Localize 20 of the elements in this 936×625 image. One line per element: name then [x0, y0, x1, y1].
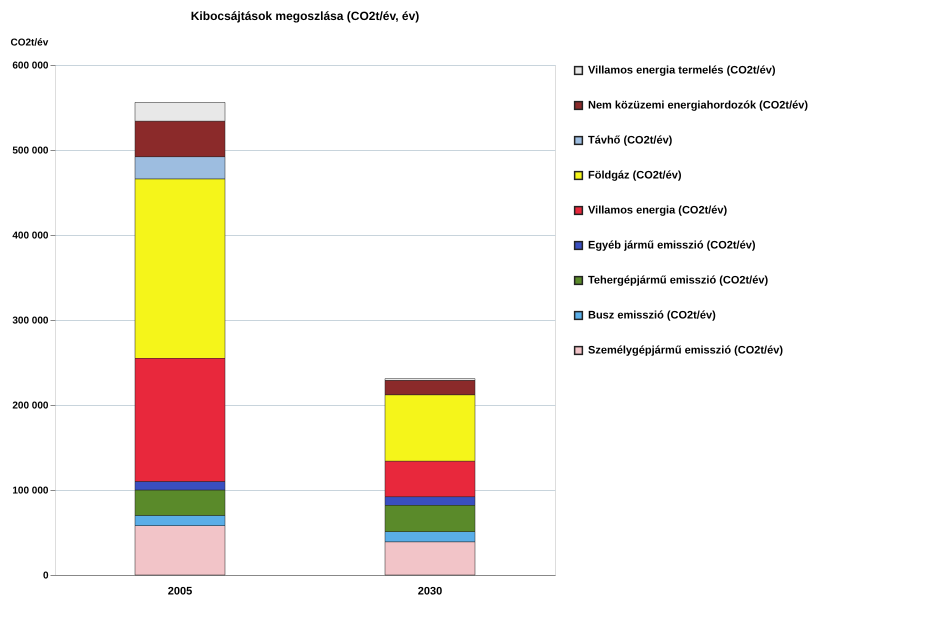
chart-title: Kibocsájtások megoszlása (CO2t/év, év) [190, 9, 420, 23]
y-tick-label: 600 000 [12, 60, 49, 72]
legend-label: Tehergépjármű emisszió (CO2t/év) [588, 274, 768, 286]
legend-label: Villamos energia termelés (CO2t/év) [588, 64, 776, 76]
legend-label: Személygépjármű emisszió (CO2t/év) [588, 344, 784, 356]
y-tick-label: 0 [42, 570, 49, 582]
y-tick-label: 300 000 [12, 316, 49, 326]
legend-label: Nem közüzemi energiahordozók (CO2t/év) [588, 100, 808, 112]
legend-label: Villamos energia (CO2t/év) [588, 204, 728, 216]
y-axis-title: CO2t/év [10, 38, 49, 48]
x-tick-label: 2030 [418, 586, 442, 598]
x-tick-label: 2005 [168, 586, 192, 598]
legend-label: Távhő (CO2t/év) [588, 134, 673, 146]
legend-label: Egyéb jármű emisszió (CO2t/év) [588, 240, 756, 252]
y-tick-label: 100 000 [12, 486, 49, 496]
legend-label: Busz emisszió (CO2t/év) [588, 310, 716, 322]
y-tick-label: 400 000 [12, 230, 49, 242]
legend-label: Földgáz (CO2t/év) [588, 170, 682, 182]
y-tick-label: 500 000 [12, 146, 49, 156]
y-tick-label: 200 000 [12, 400, 49, 412]
